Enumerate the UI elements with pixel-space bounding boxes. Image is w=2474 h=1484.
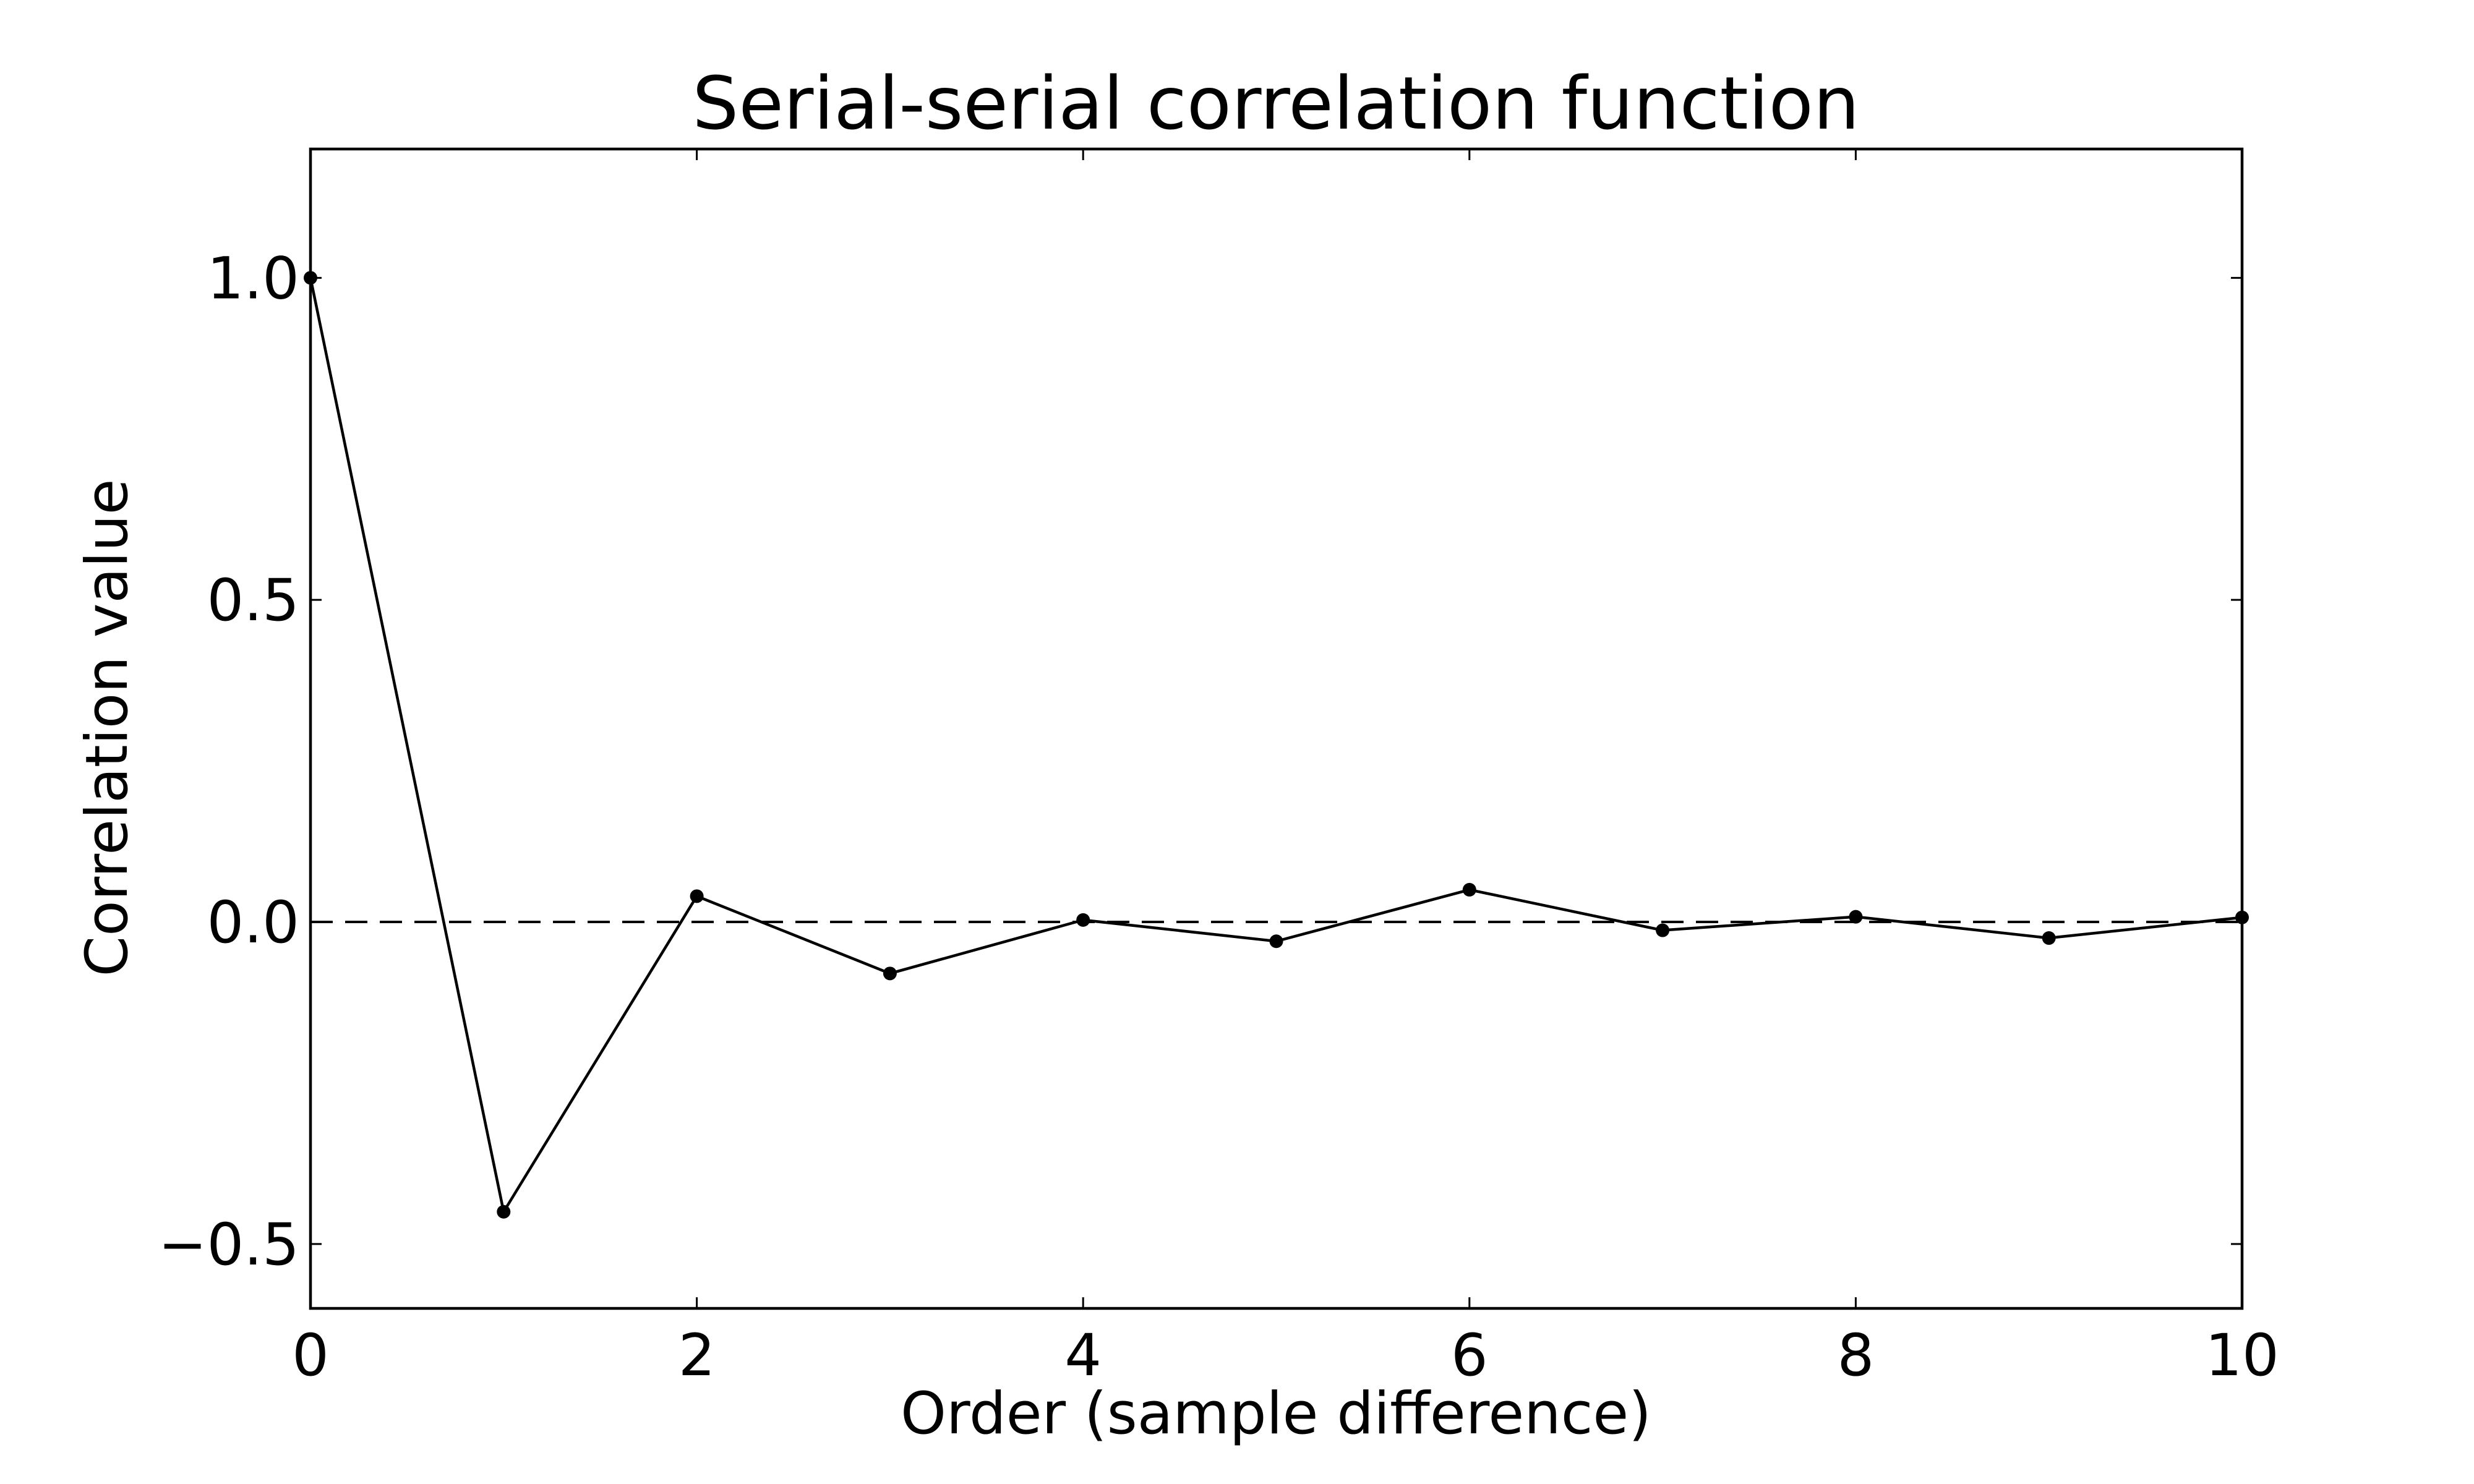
x-tick-label: 6 [1451,1322,1488,1389]
x-tick-label: 4 [1064,1322,1102,1389]
data-point-7 [1656,923,1670,937]
x-tick-label: 2 [678,1322,716,1389]
y-tick-label: 0.5 [207,567,300,634]
x-axis-label: Order (sample difference) [901,1380,1651,1448]
x-tick-label: 8 [1837,1322,1874,1389]
x-tick-label: 0 [292,1322,329,1389]
data-point-1 [497,1205,511,1219]
plot-area: 0 2 4 6 8 10 −0.5 0.0 0.5 1.0 [158,147,2279,1389]
x-tick-label: 10 [2205,1322,2279,1389]
y-tick-label: 1.0 [207,245,300,312]
data-point-3 [883,966,897,981]
data-point-4 [1076,913,1090,927]
data-point-9 [2042,931,2056,945]
data-point-8 [1849,910,1863,924]
data-point-6 [1462,882,1476,897]
data-point-5 [1269,934,1283,949]
data-point-2 [690,889,704,903]
y-tick-label: −0.5 [158,1211,299,1279]
y-axis-label: Correlation value [74,479,141,977]
chart-title: Serial-serial correlation function [692,61,1859,146]
y-tick-label: 0.0 [207,889,300,957]
plot-frame [309,147,2244,1310]
